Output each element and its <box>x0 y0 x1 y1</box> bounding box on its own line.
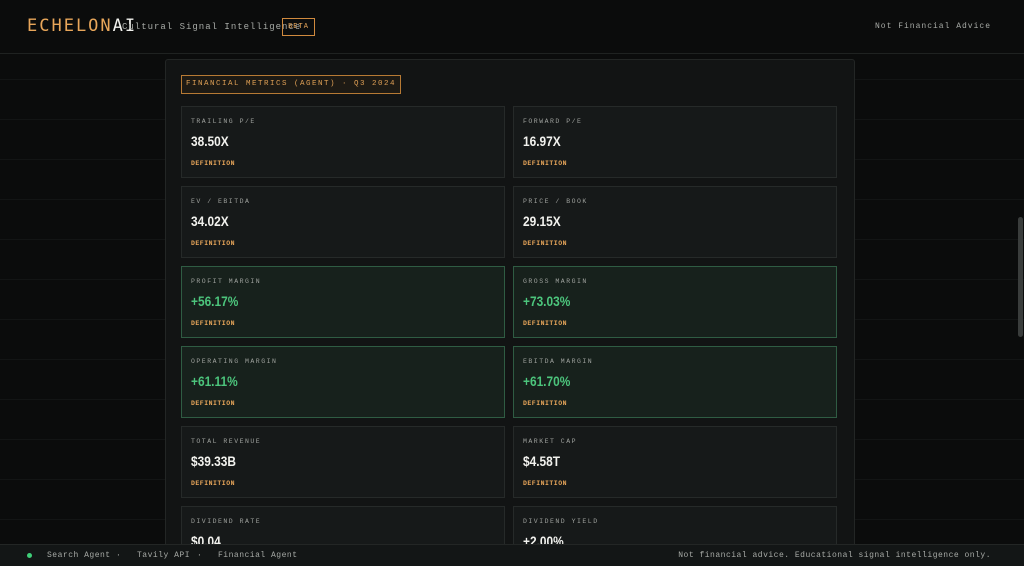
agent-label: Search Agent <box>47 551 111 560</box>
metric-value: 29.15X <box>523 213 561 229</box>
brand[interactable]: ECHELONAI <box>27 16 137 36</box>
metric-label: PRICE / BOOK <box>523 198 588 205</box>
metric-card: TRAILING P/E 38.50X DEFINITION <box>181 106 505 178</box>
definition-link[interactable]: DEFINITION <box>191 160 236 167</box>
metric-label: PROFIT MARGIN <box>191 278 262 285</box>
metric-label: TOTAL REVENUE <box>191 438 262 445</box>
definition-link[interactable]: DEFINITION <box>191 320 236 327</box>
metric-card: PROFIT MARGIN +56.17% DEFINITION <box>181 266 505 338</box>
notice: Not Financial Advice <box>874 22 991 31</box>
metric-card: TOTAL REVENUE $39.33B DEFINITION <box>181 426 505 498</box>
metric-label: DIVIDEND YIELD <box>523 518 599 525</box>
metric-label: TRAILING P/E <box>191 118 256 125</box>
metric-card: EV / EBITDA 34.02X DEFINITION <box>181 186 505 258</box>
definition-link[interactable]: DEFINITION <box>191 480 236 487</box>
metric-card: GROSS MARGIN +73.03% DEFINITION <box>513 266 837 338</box>
metric-value: +73.03% <box>523 293 571 309</box>
brand-name: ECHELON <box>27 16 113 36</box>
separator: · <box>116 551 122 560</box>
metric-label: OPERATING MARGIN <box>191 358 278 365</box>
metric-label: FORWARD P/E <box>523 118 583 125</box>
metric-value: 16.97X <box>523 133 561 149</box>
metric-label: EBITDA MARGIN <box>523 358 594 365</box>
metric-card: OPERATING MARGIN +61.11% DEFINITION <box>181 346 505 418</box>
panel-title: FINANCIAL METRICS (AGENT) · Q3 2024 <box>181 75 401 94</box>
panel: FINANCIAL METRICS (AGENT) · Q3 2024 TRAI… <box>165 59 855 566</box>
badge: BETA <box>282 18 315 36</box>
metric-value: $39.33B <box>191 453 236 469</box>
separator: · <box>197 551 203 560</box>
scrollbar[interactable] <box>1018 217 1023 337</box>
footer: Not financial advice. Educational signal… <box>0 544 1024 566</box>
metric-label: MARKET CAP <box>523 438 578 445</box>
header: ECHELONAI Cultural Signal Intelligence B… <box>0 0 1024 54</box>
definition-link[interactable]: DEFINITION <box>523 320 568 327</box>
status-dot <box>27 553 32 558</box>
brand-suffix: AI <box>112 16 138 36</box>
agent-label: Financial Agent <box>218 551 298 560</box>
metric-value: +61.70% <box>523 373 571 389</box>
metric-card: MARKET CAP $4.58T DEFINITION <box>513 426 837 498</box>
metric-card: FORWARD P/E 16.97X DEFINITION <box>513 106 837 178</box>
definition-link[interactable]: DEFINITION <box>191 400 236 407</box>
metric-value: 34.02X <box>191 213 229 229</box>
metric-label: GROSS MARGIN <box>523 278 588 285</box>
metric-card: PRICE / BOOK 29.15X DEFINITION <box>513 186 837 258</box>
definition-link[interactable]: DEFINITION <box>523 400 568 407</box>
agent-label: Tavily API <box>137 551 191 560</box>
metric-card: EBITDA MARGIN +61.70% DEFINITION <box>513 346 837 418</box>
metric-value: $4.58T <box>523 453 561 469</box>
definition-link[interactable]: DEFINITION <box>523 480 568 487</box>
metric-value: +61.11% <box>191 373 238 389</box>
definition-link[interactable]: DEFINITION <box>191 240 236 247</box>
disclaimer: Not financial advice. Educational signal… <box>678 551 991 560</box>
definition-link[interactable]: DEFINITION <box>523 240 568 247</box>
tagline: Cultural Signal Intelligence <box>122 22 302 32</box>
definition-link[interactable]: DEFINITION <box>523 160 568 167</box>
metric-label: EV / EBITDA <box>191 198 251 205</box>
metric-value: 38.50X <box>191 133 229 149</box>
metric-label: DIVIDEND RATE <box>191 518 262 525</box>
metric-value: +56.17% <box>191 293 239 309</box>
